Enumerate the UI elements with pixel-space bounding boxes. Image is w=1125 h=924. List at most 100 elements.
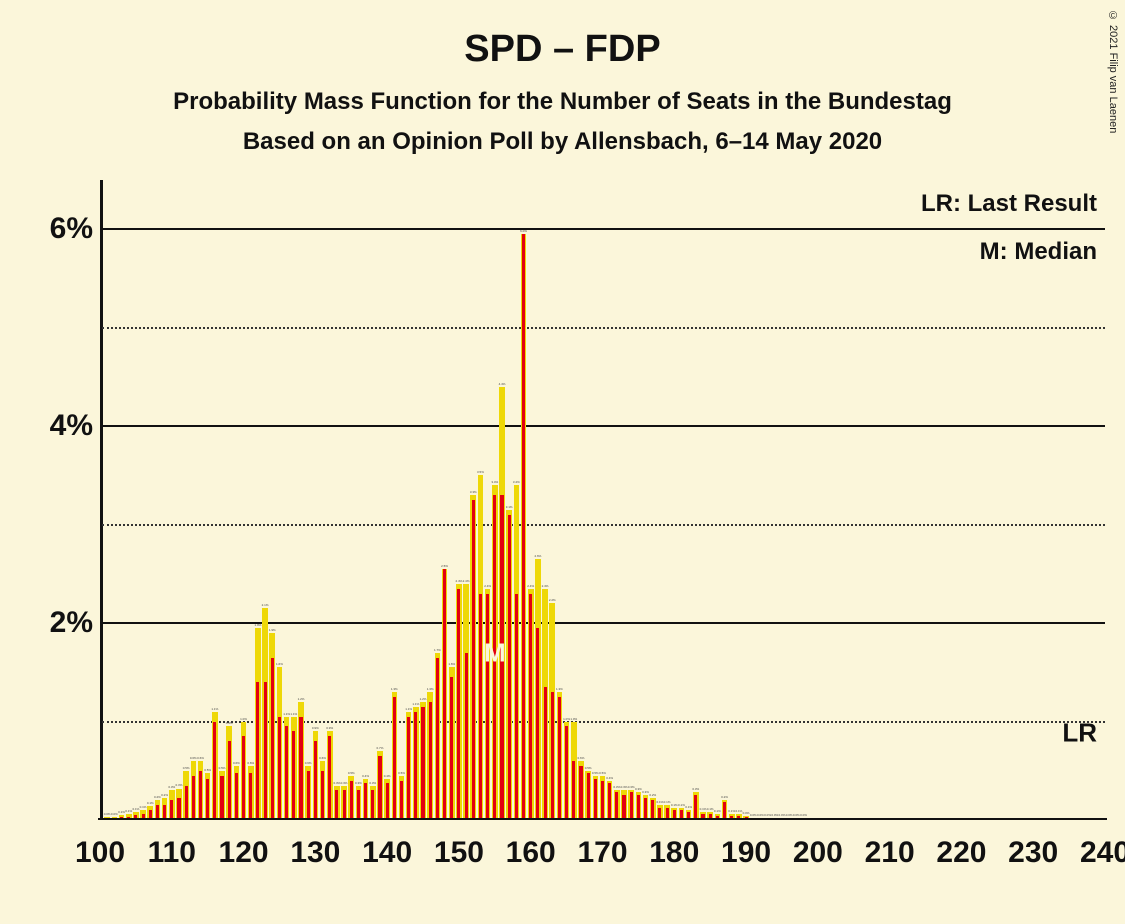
x-tick-label: 220 bbox=[936, 836, 986, 870]
plot-area: LR: Last Result M: Median 2%4%6%10011012… bbox=[100, 180, 1105, 820]
bar-front bbox=[673, 810, 676, 818]
bar-value-label: 0.5% bbox=[219, 766, 226, 770]
bar-front bbox=[357, 790, 360, 818]
bar-value-label: 0.5% bbox=[183, 766, 190, 770]
bar-value-label: 0.6% bbox=[190, 756, 197, 760]
lr-marker-label: LR bbox=[1062, 718, 1097, 749]
bar-front bbox=[637, 795, 640, 818]
bar-front bbox=[271, 658, 274, 818]
bar-value-label: 4.4% bbox=[499, 382, 506, 386]
bar-value-label: 0.0% bbox=[750, 813, 757, 817]
bar-front bbox=[443, 569, 446, 818]
x-tick-label: 100 bbox=[75, 836, 125, 870]
grid-minor bbox=[102, 524, 1105, 526]
bar-value-label: 0.0% bbox=[757, 813, 764, 817]
bar-front bbox=[414, 712, 417, 818]
bar-front bbox=[335, 790, 338, 818]
bar-front bbox=[364, 783, 367, 818]
chart-subtitle-1: Probability Mass Function for the Number… bbox=[0, 88, 1125, 116]
bar-value-label: 0.4% bbox=[384, 774, 391, 778]
bar-value-label: 0.1% bbox=[735, 809, 742, 813]
bar-front bbox=[213, 722, 216, 818]
bar-value-label: 0.2% bbox=[649, 793, 656, 797]
bar-value-label: 1.6% bbox=[276, 662, 283, 666]
bar-front bbox=[565, 726, 568, 818]
bar-front bbox=[120, 817, 123, 818]
bar-value-label: 1.3% bbox=[427, 687, 434, 691]
bar-value-label: 0.3% bbox=[692, 787, 699, 791]
bar-value-label: 0.3% bbox=[613, 785, 620, 789]
bar-value-label: 0.5% bbox=[592, 771, 599, 775]
bar-front bbox=[587, 773, 590, 818]
bar-front bbox=[421, 707, 424, 818]
bar-front bbox=[486, 594, 489, 818]
bar-value-label: 0.3% bbox=[369, 781, 376, 785]
bar-value-label: 3.1% bbox=[506, 505, 513, 509]
bar-value-label: 0.6% bbox=[319, 756, 326, 760]
bar-front bbox=[536, 628, 539, 818]
bar-value-label: 2.1% bbox=[262, 603, 269, 607]
grid-minor bbox=[102, 721, 1105, 723]
bar-value-label: 0.1% bbox=[728, 809, 735, 813]
grid-major bbox=[102, 425, 1105, 427]
bar-front bbox=[694, 795, 697, 818]
bar-value-label: 0.5% bbox=[398, 771, 405, 775]
bar-front bbox=[177, 798, 180, 818]
bar-value-label: 0.3% bbox=[635, 787, 642, 791]
bar-value-label: 0.3% bbox=[176, 783, 183, 787]
bar-value-label: 2.4% bbox=[463, 579, 470, 583]
bar-value-label: 0.1% bbox=[714, 809, 721, 813]
bar-front bbox=[256, 682, 259, 818]
chart-subtitle-2: Based on an Opinion Poll by Allensbach, … bbox=[0, 128, 1125, 156]
bar-value-label: 0.1% bbox=[700, 807, 707, 811]
bar-value-label: 0.3% bbox=[168, 785, 175, 789]
bar-front bbox=[371, 790, 374, 818]
bar-value-label: 0.0% bbox=[786, 813, 793, 817]
bar-front bbox=[515, 594, 518, 818]
bar-value-label: 1.1% bbox=[405, 707, 412, 711]
bar-front bbox=[199, 771, 202, 818]
bar-value-label: 0.3% bbox=[621, 785, 628, 789]
bar-front bbox=[328, 736, 331, 818]
bar-front bbox=[716, 816, 719, 818]
bar-front bbox=[393, 697, 396, 818]
bar-front bbox=[436, 658, 439, 818]
y-tick-label: 2% bbox=[50, 606, 93, 640]
bar-value-label: 0.6% bbox=[197, 756, 204, 760]
bar-value-label: 1.2% bbox=[420, 697, 427, 701]
bar-value-label: 1.2% bbox=[298, 697, 305, 701]
bar-front bbox=[622, 795, 625, 818]
x-tick-label: 120 bbox=[219, 836, 269, 870]
bar-value-label: 1.1% bbox=[283, 712, 290, 716]
bar-value-label: 0.3% bbox=[333, 781, 340, 785]
bar-value-label: 2.5% bbox=[441, 564, 448, 568]
bar-value-label: 0.0% bbox=[111, 812, 118, 816]
bar-front bbox=[508, 515, 511, 818]
bar-value-label: 0.1% bbox=[671, 803, 678, 807]
bar-value-label: 0.0% bbox=[793, 813, 800, 817]
bar-value-label: 1.3% bbox=[391, 687, 398, 691]
grid-minor bbox=[102, 327, 1105, 329]
x-tick-label: 110 bbox=[148, 836, 196, 870]
bar-front bbox=[429, 702, 432, 818]
bar-value-label: 0.3% bbox=[355, 781, 362, 785]
bar-front bbox=[206, 779, 209, 818]
bar-front bbox=[666, 808, 669, 818]
bar-front bbox=[544, 687, 547, 818]
bar-value-label: 0.1% bbox=[657, 800, 664, 804]
x-tick-label: 240 bbox=[1080, 836, 1125, 870]
bar-value-label: 0.0% bbox=[779, 813, 786, 817]
y-tick-label: 4% bbox=[50, 409, 93, 443]
bar-value-label: 1.1% bbox=[211, 707, 218, 711]
bar-front bbox=[572, 761, 575, 818]
bar-front bbox=[400, 781, 403, 818]
bar-value-label: 0.0% bbox=[771, 813, 778, 817]
bar-front bbox=[134, 815, 137, 818]
bar-value-label: 1.7% bbox=[434, 648, 441, 652]
bar-front bbox=[170, 800, 173, 818]
bar-value-label: 0.5% bbox=[585, 766, 592, 770]
bar-value-label: 3.3% bbox=[470, 490, 477, 494]
bar-front bbox=[192, 776, 195, 818]
bar-front bbox=[149, 810, 152, 818]
bar-value-label: 0.6% bbox=[305, 761, 312, 765]
